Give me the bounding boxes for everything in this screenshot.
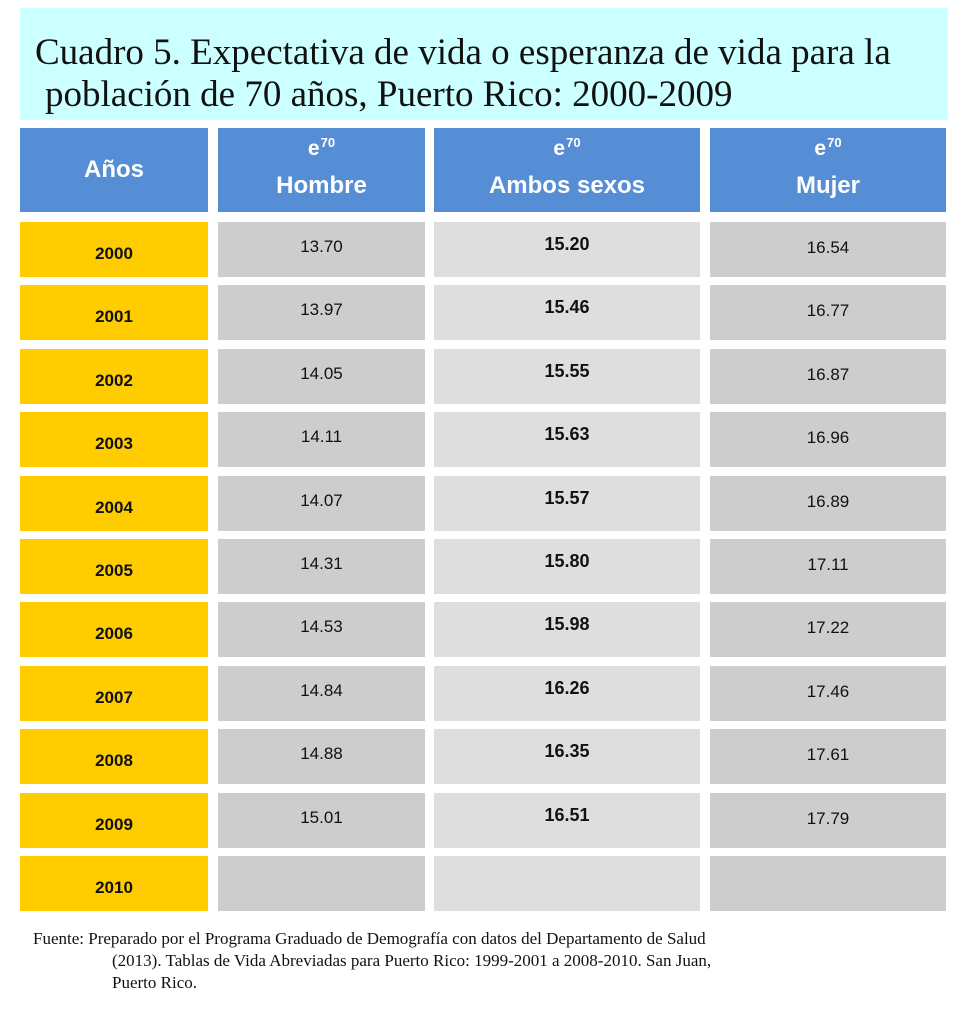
header-years: Años [20, 128, 208, 212]
table-cell-female: 17.79 [710, 793, 946, 848]
table-cell-year: 2002 [20, 349, 208, 404]
table-cell-female: 17.61 [710, 729, 946, 784]
table-cell-female: 16.87 [710, 349, 946, 404]
table-cell-male: 13.70 [218, 222, 425, 277]
table-cell-year: 2007 [20, 666, 208, 721]
table-cell-female: 16.96 [710, 412, 946, 467]
header-female-label: Mujer [795, 172, 860, 199]
table-cell-both: 15.20 [434, 222, 700, 277]
header-both-label: Ambos sexos [488, 172, 646, 199]
table-cell-female: 17.11 [710, 539, 946, 594]
table-cell-male: 14.53 [218, 602, 425, 657]
header-female-symbol: e70 [814, 135, 842, 160]
header-male-label: Hombre [276, 172, 367, 199]
header-male: e70 Hombre [218, 128, 425, 212]
table-title-line-1: Cuadro 5. Expectativa de vida o esperanz… [35, 32, 891, 73]
table-cell-both: 16.51 [434, 793, 700, 848]
header-years-label: Años [84, 156, 144, 183]
table-cell-female: 17.22 [710, 602, 946, 657]
table-cell-male: 13.97 [218, 285, 425, 340]
table-cell-both: 15.98 [434, 602, 700, 657]
source-line-3: Puerto Rico. [112, 973, 197, 992]
table-cell-female: 16.89 [710, 476, 946, 531]
header-female: e70 Mujer [710, 128, 946, 212]
table-title-line-2: población de 70 años, Puerto Rico: 2000-… [45, 74, 733, 115]
table-cell-year: 2001 [20, 285, 208, 340]
table-cell-year: 2000 [20, 222, 208, 277]
table-cell-year: 2010 [20, 856, 208, 911]
table-cell-both: 16.35 [434, 729, 700, 784]
header-both: e70 Ambos sexos [434, 128, 700, 212]
table-cell-both: 15.63 [434, 412, 700, 467]
table-cell-male [218, 856, 425, 911]
table-cell-female [710, 856, 946, 911]
table-cell-male: 14.31 [218, 539, 425, 594]
table-cell-female: 17.46 [710, 666, 946, 721]
table-cell-male: 14.07 [218, 476, 425, 531]
table-cell-both: 15.55 [434, 349, 700, 404]
table-cell-male: 14.88 [218, 729, 425, 784]
header-male-symbol: e70 [307, 135, 336, 160]
table-cell-female: 16.77 [710, 285, 946, 340]
table-cell-year: 2008 [20, 729, 208, 784]
table-cell-year: 2009 [20, 793, 208, 848]
table-cell-year: 2006 [20, 602, 208, 657]
source-line-2: (2013). Tablas de Vida Abreviadas para P… [112, 951, 712, 970]
table-cell-both: 15.46 [434, 285, 700, 340]
table-cell-male: 15.01 [218, 793, 425, 848]
table-cell-both: 16.26 [434, 666, 700, 721]
table-cell-male: 14.05 [218, 349, 425, 404]
table-cell-year: 2004 [20, 476, 208, 531]
source-line-1: Fuente: Preparado por el Programa Gradua… [33, 929, 706, 948]
table-cell-both: 15.57 [434, 476, 700, 531]
table-title-box: Cuadro 5. Expectativa de vida o esperanz… [20, 8, 948, 120]
table-cell-year: 2003 [20, 412, 208, 467]
table-cell-both [434, 856, 700, 911]
source-note: Fuente: Preparado por el Programa Gradua… [33, 928, 933, 994]
header-both-symbol: e70 [553, 135, 581, 160]
table-cell-both: 15.80 [434, 539, 700, 594]
table-cell-male: 14.84 [218, 666, 425, 721]
table-cell-female: 16.54 [710, 222, 946, 277]
table-cell-male: 14.11 [218, 412, 425, 467]
table-cell-year: 2005 [20, 539, 208, 594]
